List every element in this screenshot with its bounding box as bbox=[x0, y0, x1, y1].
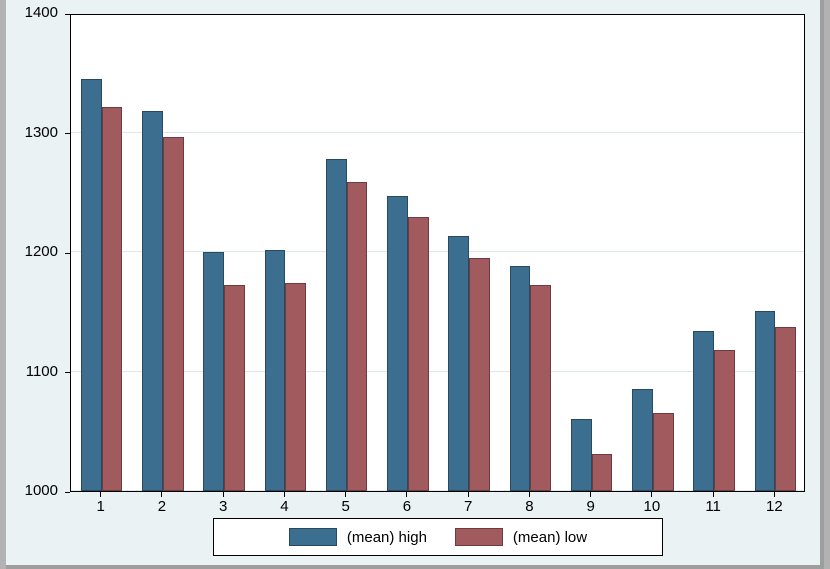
bar bbox=[163, 137, 184, 491]
y-tick-label: 1400 bbox=[6, 4, 58, 21]
bar bbox=[510, 266, 531, 491]
x-tick-label: 12 bbox=[754, 498, 794, 515]
y-tick-mark bbox=[65, 253, 70, 254]
x-tick-label: 6 bbox=[387, 498, 427, 515]
x-tick-mark bbox=[651, 492, 652, 497]
x-tick-label: 11 bbox=[693, 498, 733, 515]
x-tick-mark bbox=[284, 492, 285, 497]
y-tick-label: 1000 bbox=[6, 482, 58, 499]
x-tick-label: 4 bbox=[264, 498, 304, 515]
legend-label: (mean) high bbox=[347, 529, 427, 546]
x-tick-mark bbox=[223, 492, 224, 497]
bar bbox=[469, 258, 490, 491]
legend-swatch bbox=[289, 528, 337, 546]
x-tick-label: 5 bbox=[326, 498, 366, 515]
bar bbox=[326, 159, 347, 491]
x-tick-label: 2 bbox=[142, 498, 182, 515]
x-tick-label: 9 bbox=[571, 498, 611, 515]
x-tick-mark bbox=[161, 492, 162, 497]
y-tick-label: 1300 bbox=[6, 124, 58, 141]
y-tick-label: 1200 bbox=[6, 243, 58, 260]
bar bbox=[224, 285, 245, 491]
bar bbox=[632, 389, 653, 491]
x-tick-mark bbox=[590, 492, 591, 497]
bar bbox=[775, 327, 796, 491]
x-tick-label: 3 bbox=[203, 498, 243, 515]
chart-outer: (mean) high(mean) low 100011001200130014… bbox=[6, 0, 824, 569]
y-tick-mark bbox=[65, 492, 70, 493]
x-tick-mark bbox=[713, 492, 714, 497]
x-tick-label: 10 bbox=[632, 498, 672, 515]
bar bbox=[755, 311, 776, 491]
x-tick-label: 7 bbox=[448, 498, 488, 515]
legend-item: (mean) high bbox=[289, 528, 427, 546]
x-tick-mark bbox=[100, 492, 101, 497]
bar bbox=[387, 196, 408, 491]
bar bbox=[142, 111, 163, 491]
legend-swatch bbox=[455, 528, 503, 546]
bar bbox=[714, 350, 735, 491]
y-tick-label: 1100 bbox=[6, 363, 58, 380]
legend: (mean) high (mean) low bbox=[213, 518, 663, 556]
bar bbox=[285, 283, 306, 491]
x-tick-mark bbox=[468, 492, 469, 497]
x-tick-label: 1 bbox=[81, 498, 121, 515]
y-tick-mark bbox=[65, 14, 70, 15]
plot-area bbox=[70, 14, 805, 492]
x-tick-mark bbox=[774, 492, 775, 497]
bar bbox=[653, 413, 674, 491]
bar bbox=[203, 252, 224, 491]
y-tick-mark bbox=[65, 133, 70, 134]
x-tick-mark bbox=[406, 492, 407, 497]
bar bbox=[448, 236, 469, 491]
x-tick-mark bbox=[529, 492, 530, 497]
bar bbox=[265, 250, 286, 491]
bar bbox=[693, 331, 714, 491]
bar bbox=[81, 79, 102, 491]
x-tick-label: 8 bbox=[509, 498, 549, 515]
bar bbox=[102, 107, 123, 491]
bar bbox=[530, 285, 551, 491]
bar bbox=[408, 217, 429, 491]
legend-item: (mean) low bbox=[455, 528, 587, 546]
y-tick-mark bbox=[65, 372, 70, 373]
bar bbox=[592, 454, 613, 491]
bar bbox=[571, 419, 592, 491]
gridline bbox=[71, 132, 804, 133]
bar bbox=[347, 182, 368, 492]
x-tick-mark bbox=[345, 492, 346, 497]
legend-label: (mean) low bbox=[513, 529, 587, 546]
